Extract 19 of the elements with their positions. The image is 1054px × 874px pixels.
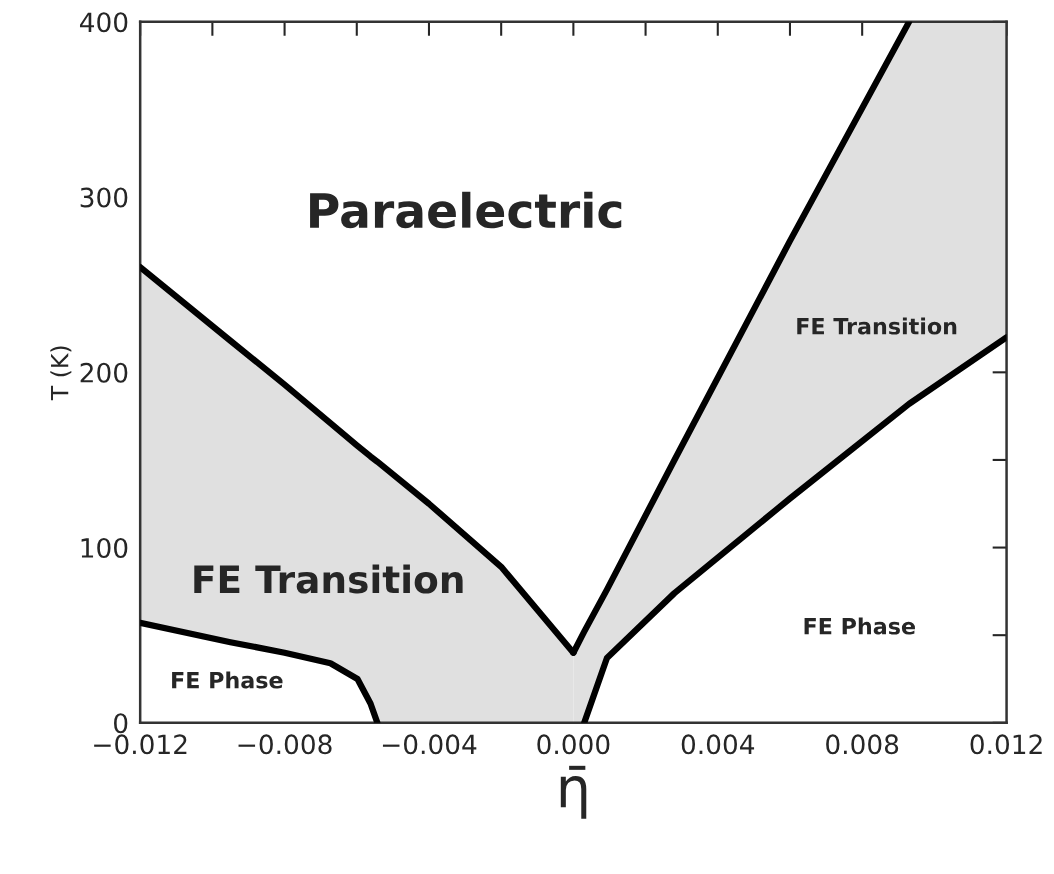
y-tick-label: 300 [80, 187, 128, 208]
annotation: FE Phase [172, 671, 283, 689]
y-axis-title: T (K) [50, 346, 72, 401]
y-tick-label: 100 [81, 538, 128, 558]
annotation: FE Transition [797, 317, 957, 335]
x-axis-title: η̄ [560, 765, 587, 819]
x-tick-label: 0.008 [826, 734, 899, 755]
y-tick-label: 0 [114, 713, 128, 734]
x-tick-label: 0.012 [970, 734, 1042, 755]
x-tick-label: −0.008 [238, 734, 332, 755]
annotation: FE Transition [194, 564, 463, 594]
x-tick-label: −0.004 [382, 734, 477, 755]
x-tick-label: 0.000 [537, 734, 610, 755]
annotation: Paraelectric [310, 191, 622, 229]
x-tick-label: 0.004 [681, 734, 755, 755]
y-tick-label: 200 [80, 362, 128, 383]
x-tick-label: −0.012 [94, 734, 187, 755]
annotation: FE Phase [804, 617, 915, 635]
y-tick-label: 400 [79, 12, 128, 33]
